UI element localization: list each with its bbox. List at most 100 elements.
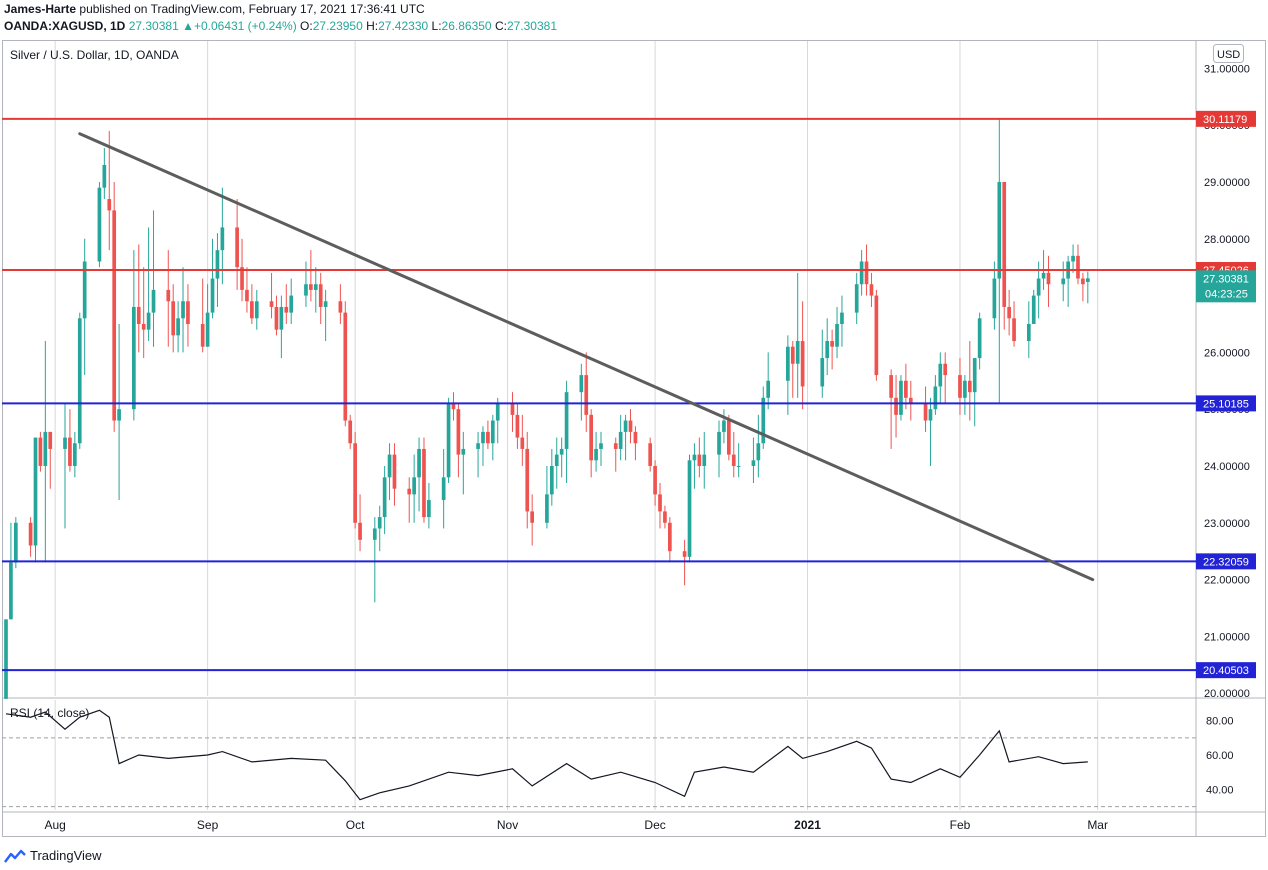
candle-body bbox=[795, 341, 800, 364]
candle-body bbox=[313, 284, 318, 290]
candle-body bbox=[481, 431, 485, 444]
candle-body bbox=[250, 301, 254, 319]
candle-body bbox=[1046, 272, 1051, 285]
candle-body bbox=[372, 528, 377, 540]
candle-body bbox=[653, 465, 657, 495]
candle-body bbox=[530, 511, 535, 523]
level-label: 22.32059 bbox=[1203, 556, 1249, 568]
candle-body bbox=[992, 278, 997, 319]
tradingview-logo-icon[interactable] bbox=[4, 848, 26, 864]
y-tick-label: 24.00000 bbox=[1204, 461, 1250, 473]
candle-body bbox=[77, 318, 82, 444]
candle-body bbox=[407, 488, 412, 495]
candle-body bbox=[515, 414, 520, 438]
candle-body bbox=[107, 199, 112, 211]
candle-body bbox=[338, 301, 343, 313]
candle-body bbox=[9, 562, 13, 620]
chart-title: Silver / U.S. Dollar, 1D, OANDA bbox=[10, 48, 179, 62]
candle-body bbox=[112, 210, 117, 421]
candle-body bbox=[205, 312, 210, 347]
level-label-bg bbox=[1196, 553, 1256, 570]
candle-body bbox=[245, 289, 249, 302]
candle-body bbox=[181, 301, 185, 319]
chart-frame bbox=[2, 40, 1266, 837]
published-text: published on TradingView.com, February 1… bbox=[79, 2, 425, 16]
y-tick-label: 22.00000 bbox=[1204, 575, 1250, 587]
candle-body bbox=[545, 494, 549, 523]
candle-body bbox=[240, 267, 244, 290]
candle-body bbox=[1007, 306, 1011, 319]
candle-body bbox=[584, 375, 589, 415]
candle-body bbox=[899, 380, 903, 415]
candle-body bbox=[490, 420, 495, 444]
close-value: 27.30381 bbox=[506, 19, 558, 33]
candle-body bbox=[559, 448, 564, 455]
candle-body bbox=[451, 403, 456, 410]
high-label: H: bbox=[366, 19, 379, 33]
candle-body bbox=[894, 397, 898, 415]
candle-body bbox=[658, 494, 662, 512]
candle-body bbox=[117, 409, 121, 421]
candle-body bbox=[28, 522, 33, 546]
candle-body bbox=[284, 306, 289, 313]
candle-body bbox=[151, 289, 156, 313]
candle-body bbox=[382, 477, 387, 518]
candle-body bbox=[825, 341, 830, 359]
candle-body bbox=[554, 454, 559, 466]
chart-header: James-Harte published on TradingView.com… bbox=[0, 0, 1268, 38]
candle-body bbox=[692, 454, 697, 461]
candle-body bbox=[618, 431, 623, 449]
candle-body bbox=[254, 301, 259, 319]
candle-body bbox=[210, 278, 215, 313]
candle-body bbox=[751, 460, 756, 466]
candle-body bbox=[412, 477, 416, 495]
candle-body bbox=[97, 187, 102, 262]
y-tick-label: 29.00000 bbox=[1204, 177, 1250, 189]
candle-body bbox=[43, 431, 48, 466]
rsi-tick-label: 80.00 bbox=[1206, 716, 1234, 728]
candle-body bbox=[997, 181, 1002, 279]
candle-body bbox=[756, 443, 761, 461]
candle-body bbox=[141, 323, 146, 330]
candle-body bbox=[486, 431, 490, 444]
publisher-name[interactable]: James-Harte bbox=[4, 2, 77, 16]
currency-badge bbox=[1213, 44, 1244, 63]
candle-body bbox=[923, 403, 928, 421]
candle-body bbox=[48, 431, 53, 449]
open-value: 27.23950 bbox=[312, 19, 363, 33]
candle-body bbox=[628, 420, 633, 432]
candle-body bbox=[579, 375, 584, 393]
tradingview-brand[interactable]: TradingView bbox=[30, 848, 102, 863]
candle-body bbox=[830, 341, 834, 347]
candle-body bbox=[790, 346, 795, 364]
candle-body bbox=[510, 403, 515, 415]
price-chart[interactable]: 31.0000030.0000029.0000028.0000027.00000… bbox=[0, 38, 1268, 842]
candle-body bbox=[958, 375, 962, 398]
rsi-tick-label: 60.00 bbox=[1206, 750, 1234, 762]
x-tick-label: Feb bbox=[950, 818, 971, 832]
last-price-label: 27.30381 bbox=[1203, 273, 1249, 285]
candle-body bbox=[722, 420, 726, 432]
rsi-label: RSI (14, close) bbox=[10, 706, 89, 720]
candle-body bbox=[938, 363, 943, 387]
y-tick-label: 28.00000 bbox=[1204, 234, 1250, 246]
level-label: 25.10185 bbox=[1203, 398, 1249, 410]
candle-body bbox=[1071, 255, 1075, 262]
x-tick-label: Oct bbox=[346, 818, 365, 832]
candle-body bbox=[176, 318, 180, 336]
candle-body bbox=[520, 437, 525, 449]
candle-body bbox=[318, 284, 323, 307]
x-tick-label: Dec bbox=[644, 818, 665, 832]
candle-body bbox=[274, 306, 279, 330]
candle-body bbox=[476, 443, 480, 449]
x-tick-label: Nov bbox=[497, 818, 518, 832]
candle-body bbox=[889, 375, 893, 398]
candle-body bbox=[648, 443, 653, 466]
candle-body bbox=[1041, 272, 1046, 279]
candle-body bbox=[943, 363, 948, 376]
candle-body bbox=[132, 306, 136, 410]
x-tick-label: 2021 bbox=[794, 818, 821, 832]
candle-body bbox=[171, 301, 176, 336]
candle-body bbox=[146, 312, 151, 330]
candle-body bbox=[697, 454, 702, 466]
